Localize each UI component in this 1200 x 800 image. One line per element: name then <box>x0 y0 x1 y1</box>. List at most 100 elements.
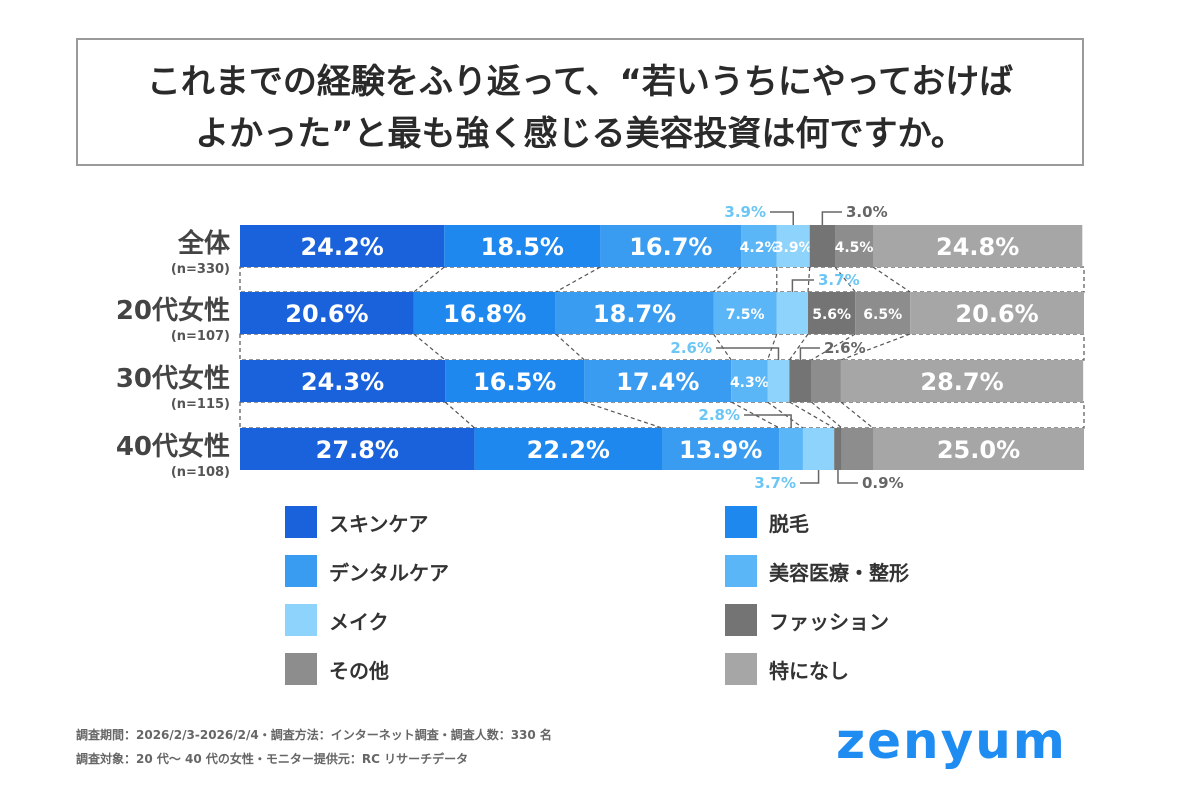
bar-segment <box>713 292 777 334</box>
bar-segment <box>910 292 1084 334</box>
callout-label: 3.9% <box>724 203 766 221</box>
category-n-label: (n=330) <box>171 262 230 277</box>
bar-segment <box>841 428 873 470</box>
segment-connector-line <box>730 401 780 429</box>
bar-separator-box <box>239 266 1085 293</box>
bar-segment <box>873 225 1083 267</box>
data-label: 4.5% <box>835 240 874 256</box>
bar-segment <box>240 292 414 334</box>
bar-segment <box>240 225 445 267</box>
chart-title-line-2: よかった”と最も強く感じる美容投資は何ですか。 <box>195 114 965 154</box>
footer-survey-target: 調査対象：20 代～ 40 代の女性・モニター提供元：RC リサーチデータ <box>76 752 469 766</box>
segment-connector-line <box>713 266 742 293</box>
category-label: 全体 <box>177 228 231 259</box>
bar-separator-box <box>239 401 1085 429</box>
segment-connector-line <box>872 266 911 293</box>
legend-swatch <box>285 506 317 538</box>
data-label: 18.5% <box>481 233 564 261</box>
bar-segment <box>779 428 803 470</box>
category-n-label: (n=115) <box>171 397 230 412</box>
segment-connector-line <box>584 401 663 429</box>
legend-swatch <box>725 506 757 538</box>
stacked-bar-chart: 24.2% 18.5% 16.7% 4.2%3.9% 4.5% 24.8%全体(n=330… <box>116 203 1085 492</box>
bar-segment <box>811 360 841 402</box>
bar-segment <box>776 292 809 334</box>
callout-leader-line <box>770 211 794 225</box>
data-label: 20.6% <box>285 300 368 328</box>
segment-connector-line <box>555 266 601 293</box>
data-label: 16.8% <box>443 300 526 328</box>
data-label: 28.7% <box>920 368 1003 396</box>
bar-segment <box>789 360 812 402</box>
callout-label: 0.9% <box>862 474 904 492</box>
segment-connector-line <box>834 266 856 293</box>
callout-label: 2.6% <box>670 339 712 357</box>
legend-label: デンタルケア <box>329 561 449 585</box>
data-label: 18.7% <box>593 300 676 328</box>
bar-segment <box>741 225 777 267</box>
bar-segment <box>834 428 842 470</box>
category-n-label: (n=108) <box>171 465 230 480</box>
bar-segment <box>474 428 662 470</box>
legend-swatch <box>285 555 317 587</box>
data-label: 4.2% <box>740 240 779 256</box>
segment-connector-line <box>555 333 585 361</box>
callout-label: 3.7% <box>754 474 796 492</box>
legend-label: スキンケア <box>329 512 429 536</box>
segment-connector-line <box>712 333 732 361</box>
callout-leader-line <box>837 470 858 484</box>
callout-label: 3.7% <box>818 271 860 289</box>
category-label: 30代女性 <box>116 363 230 394</box>
chart-title-line-1: これまでの経験をふり返って、“若いうちにやっておけば <box>146 62 1014 102</box>
bar-segment <box>873 428 1084 470</box>
bar-segment <box>808 292 856 334</box>
callout-leader-line <box>799 347 820 360</box>
bar-segment <box>444 225 601 267</box>
data-label: 17.4% <box>616 368 699 396</box>
data-label: 6.5% <box>863 307 902 323</box>
legend-label: 美容医療・整形 <box>769 561 909 585</box>
legend-label: ファッション <box>769 610 889 634</box>
segment-connector-line <box>413 266 445 293</box>
segment-connector-line <box>413 333 446 361</box>
segment-connector-line <box>811 333 856 361</box>
legend-label: メイク <box>329 610 389 634</box>
legend-label: 特になし <box>769 659 849 683</box>
segment-connector-line <box>840 401 874 429</box>
data-label: 25.0% <box>937 436 1020 464</box>
callout-label: 3.0% <box>846 203 888 221</box>
callout-leader-line <box>791 279 814 292</box>
legend-swatch <box>725 604 757 636</box>
category-n-label: (n=107) <box>171 329 230 344</box>
legend-swatch <box>725 555 757 587</box>
bar-segment <box>240 428 475 470</box>
data-label: 3.9% <box>774 240 813 256</box>
legend-swatch <box>285 604 317 636</box>
legend-swatch <box>285 653 317 685</box>
segment-connector-line <box>766 333 778 361</box>
callout-leader-line <box>821 211 842 225</box>
chart-title-box: これまでの経験をふり返って、“若いうちにやっておけば よかった”と最も強く感じる… <box>76 38 1084 166</box>
bar-segment <box>840 360 1084 402</box>
segment-connector-line <box>840 333 911 361</box>
bar-segment <box>802 428 835 470</box>
callout-label: 2.6% <box>824 339 866 357</box>
bar-segment <box>809 225 836 267</box>
bar-segment <box>662 428 780 470</box>
bar-separator-box <box>239 333 1085 361</box>
bar-segment <box>776 225 810 267</box>
callout-leader-line <box>716 347 780 360</box>
bar-segment <box>835 225 873 267</box>
bar-segment <box>555 292 714 334</box>
callout-label: 2.8% <box>698 406 740 424</box>
bar-segment <box>855 292 911 334</box>
bar-segment <box>584 360 732 402</box>
callout-leader-line <box>744 414 792 428</box>
segment-connector-line <box>788 333 809 361</box>
data-label: 24.2% <box>300 233 383 261</box>
data-label: 27.8% <box>316 436 399 464</box>
zenyum-logo: zenyum <box>836 712 1067 770</box>
bar-segment <box>731 360 768 402</box>
category-label: 40代女性 <box>116 431 230 462</box>
